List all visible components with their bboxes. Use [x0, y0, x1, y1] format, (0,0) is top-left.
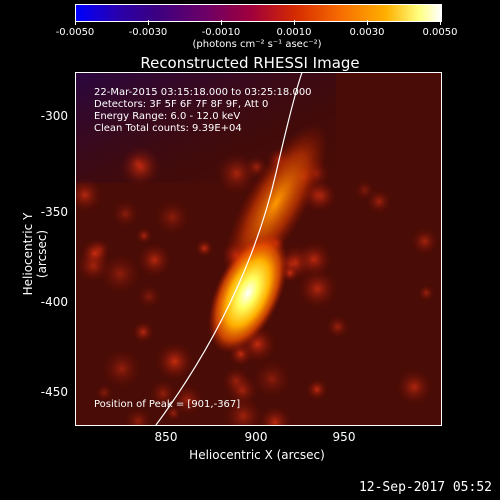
- solar-limb-line: [155, 73, 303, 425]
- emission-blob: [222, 395, 264, 425]
- emission-blob: [80, 238, 110, 268]
- emission-blob: [154, 199, 191, 236]
- emission-blob: [95, 383, 114, 402]
- chart-title: Reconstructed RHESSI Image: [140, 54, 360, 72]
- colorbar-tick: [75, 20, 76, 25]
- emission-blob: [136, 242, 173, 278]
- emission-blob: [305, 378, 329, 401]
- emission-blob: [325, 315, 350, 339]
- y-axis-label: Heliocentric Y (arcsec): [21, 212, 49, 296]
- colorbar-tick-label: -0.0050: [55, 27, 95, 38]
- emission-blob: [135, 227, 153, 245]
- colorbar: [75, 4, 442, 22]
- emission-blob: [148, 378, 178, 409]
- colorbar-tick: [148, 20, 149, 25]
- emission-blob: [295, 241, 333, 278]
- heatmap-svg: [76, 73, 441, 425]
- emission-blob: [154, 341, 195, 382]
- colorbar-tick-label: 0.0010: [276, 27, 312, 38]
- y-tick-label: -300: [40, 109, 68, 123]
- x-tick-label: 950: [332, 430, 356, 444]
- annotation-time-range: 22-Mar-2015 03:15:18.000 to 03:25:18.000: [94, 87, 312, 98]
- emission-blob: [215, 151, 259, 196]
- emission-blob: [128, 154, 147, 173]
- y-tick-label: -450: [40, 385, 68, 399]
- colorbar-tick: [367, 20, 368, 25]
- x-tick-label: 900: [244, 430, 268, 444]
- annotation-detectors: Detectors: 3F 5F 6F 7F 8F 9F, Att 0: [94, 99, 269, 110]
- flare-source: [208, 233, 288, 353]
- emission-blob: [136, 284, 162, 309]
- y-tick-label: -350: [40, 205, 68, 219]
- x-axis-label: Heliocentric X (arcsec): [189, 448, 325, 462]
- emission-blob: [101, 348, 143, 390]
- colorbar-tick: [440, 20, 441, 25]
- colorbar-units: (photons cm⁻² s⁻¹ asec⁻²): [192, 39, 322, 50]
- emission-blob: [417, 284, 435, 302]
- footer-timestamp: 12-Sep-2017 05:52: [358, 480, 492, 495]
- emission-blob: [195, 239, 214, 258]
- x-tick-label: 850: [154, 430, 178, 444]
- annotation-peak-position: Position of Peak = [901,-367]: [94, 399, 241, 410]
- y-tick-label: -400: [40, 295, 68, 309]
- colorbar-tick-label: -0.0030: [128, 27, 168, 38]
- emission-blob: [252, 359, 292, 399]
- colorbar-tick-label: -0.0010: [201, 27, 241, 38]
- emission-blob: [296, 268, 339, 310]
- emission-blob: [124, 406, 153, 425]
- colorbar-tick: [221, 20, 222, 25]
- emission-blob: [395, 368, 433, 406]
- emission-blob: [76, 177, 103, 213]
- emission-blob: [258, 405, 292, 425]
- image-plot: 22-Mar-2015 03:15:18.000 to 03:25:18.000…: [75, 72, 442, 426]
- colorbar-tick: [294, 20, 295, 25]
- annotation-clean-counts: Clean Total counts: 9.39E+04: [94, 123, 242, 134]
- colorbar-tick-label: 0.0050: [422, 27, 458, 38]
- emission-blob: [366, 188, 392, 215]
- annotation-energy-range: Energy Range: 6.0 - 12.0 keV: [94, 111, 241, 122]
- emission-blob: [410, 227, 439, 256]
- emission-blob: [111, 199, 140, 229]
- emission-blob: [131, 320, 155, 344]
- colorbar-tick-label: 0.0030: [349, 27, 385, 38]
